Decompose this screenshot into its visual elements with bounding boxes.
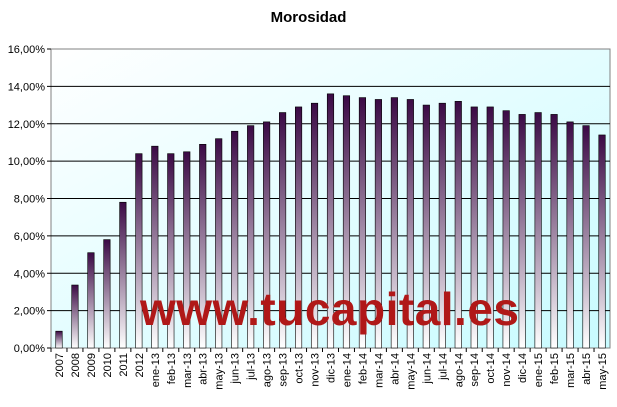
x-tick-label: jun-13 (230, 353, 242, 385)
x-tick-label: abr-13 (198, 353, 210, 385)
bars (55, 93, 606, 349)
watermark-text: www.tucapital.es (140, 283, 520, 335)
bar (199, 144, 207, 349)
bar (135, 153, 143, 349)
x-tick-label: dic-13 (326, 353, 338, 383)
x-tick-label: ago-13 (262, 353, 274, 387)
y-tick-label: 10,00% (8, 156, 46, 168)
bar (71, 284, 79, 349)
bar (470, 106, 478, 349)
y-tick-label: 14,00% (8, 81, 46, 93)
x-tick-label: may-13 (214, 353, 226, 390)
x-tick-label: abr-14 (389, 353, 401, 385)
y-tick-label: 16,00% (8, 44, 46, 56)
x-tick-label: abr-15 (581, 353, 593, 385)
bar (310, 102, 319, 349)
bar (486, 106, 494, 349)
bar (55, 330, 63, 349)
y-tick-label: 0,00% (14, 343, 45, 355)
bar (151, 145, 159, 349)
x-tick-label: nov-14 (501, 353, 513, 387)
bar (279, 112, 287, 349)
chart-title: Morosidad (270, 9, 347, 26)
bar (438, 102, 446, 349)
y-tick-label: 12,00% (8, 119, 46, 131)
bar (598, 134, 606, 349)
bar (390, 97, 398, 349)
x-tick-label: may-14 (405, 353, 417, 390)
x-tick-label: ene-14 (341, 353, 353, 387)
x-tick-label: dic-14 (517, 353, 529, 383)
bar (183, 151, 191, 349)
x-tick-label: nov-13 (310, 353, 322, 387)
x-tick-label: mar-13 (182, 353, 194, 388)
x-tick-label: mar-15 (565, 353, 577, 388)
x-tick-label: jul-13 (246, 353, 258, 381)
bar (534, 112, 542, 349)
x-tick-label: jul-14 (437, 353, 449, 381)
y-axis-ticks: 0,00% 2,00% 4,00% 6,00% 8,00% 10,00% 12,00% 14,… (8, 44, 51, 355)
x-tick-label: 2012 (134, 353, 146, 377)
bar (231, 130, 239, 349)
bar (103, 239, 111, 349)
x-tick-label: 2010 (102, 353, 114, 377)
bar (550, 114, 558, 349)
bar (422, 104, 430, 349)
x-tick-label: ene-13 (150, 353, 162, 387)
bar (167, 153, 175, 349)
bar (247, 125, 255, 349)
x-tick-label: 2009 (86, 353, 98, 377)
x-tick-label: feb-14 (357, 353, 369, 384)
bar (518, 114, 526, 349)
y-tick-label: 2,00% (14, 306, 45, 318)
x-tick-label: may-15 (597, 353, 609, 390)
bar (566, 121, 574, 349)
bar (502, 110, 510, 349)
bar (326, 93, 335, 349)
x-tick-label: jun-14 (421, 353, 433, 385)
x-tick-label: 2011 (118, 353, 130, 377)
bar (358, 97, 366, 349)
x-tick-label: mar-14 (373, 353, 385, 388)
x-tick-label: feb-15 (549, 353, 561, 384)
bar (263, 121, 271, 349)
x-tick-label: 2008 (70, 353, 82, 377)
x-tick-label: sep-13 (278, 353, 290, 387)
y-tick-label: 6,00% (14, 231, 45, 243)
x-tick-label: ene-15 (533, 353, 545, 387)
bar (342, 95, 351, 349)
y-tick-label: 4,00% (14, 268, 45, 280)
bar (87, 252, 95, 349)
x-tick-label: oct-13 (294, 353, 306, 384)
x-tick-label: 2007 (54, 353, 66, 377)
bar (295, 106, 303, 349)
bar (215, 138, 223, 349)
x-axis-ticks: 2007 2008 2009 2010 2011 2012 ene-13 feb-13 mar-… (50, 348, 609, 390)
bar (119, 201, 127, 349)
bar (582, 125, 590, 349)
y-tick-label: 8,00% (14, 194, 45, 206)
x-tick-label: sep-14 (469, 353, 481, 387)
x-tick-label: ago-14 (453, 353, 465, 387)
bar (406, 99, 414, 349)
bar (454, 101, 462, 349)
x-tick-label: feb-13 (166, 353, 178, 384)
x-tick-label: oct-14 (485, 353, 497, 384)
bar (374, 99, 382, 349)
